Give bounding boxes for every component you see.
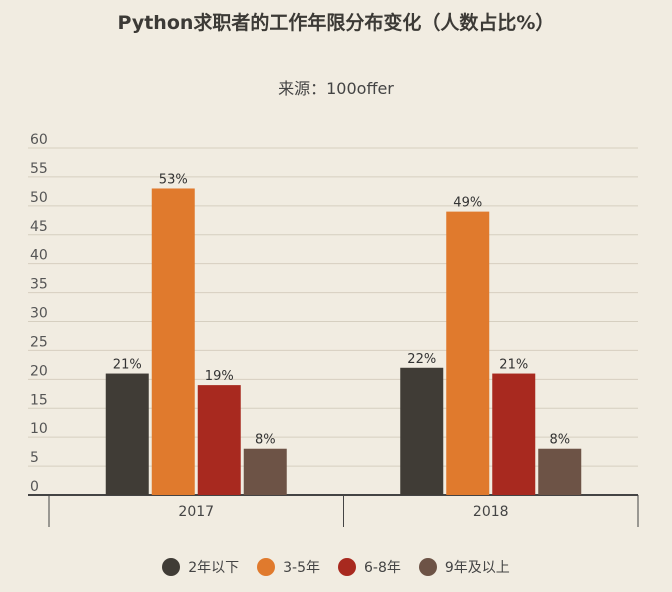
y-tick-label: 35 — [30, 277, 48, 293]
legend-label: 3-5年 — [283, 560, 320, 576]
legend-swatch — [418, 558, 437, 576]
y-tick-label: 10 — [30, 421, 48, 437]
x-tick-label: 2018 — [473, 504, 509, 520]
bar-2年以下-2017 — [105, 373, 149, 495]
data-label: 19% — [205, 369, 234, 384]
legend-item[interactable]: 9年及以上 — [418, 557, 510, 577]
legend-item[interactable]: 3-5年 — [257, 557, 320, 577]
y-tick-label: 60 — [30, 132, 48, 148]
y-tick-label: 40 — [30, 248, 48, 264]
data-label: 21% — [499, 358, 528, 373]
y-tick-label: 15 — [30, 392, 48, 408]
legend-label: 6-8年 — [364, 560, 401, 576]
data-label: 8% — [255, 433, 276, 448]
y-tick-label: 20 — [30, 363, 48, 379]
y-tick-label: 0 — [30, 479, 39, 495]
data-label: 49% — [453, 196, 482, 211]
data-label: 8% — [549, 433, 570, 448]
data-label: 22% — [407, 352, 436, 367]
y-tick-label: 5 — [30, 450, 39, 466]
legend-label: 2年以下 — [188, 560, 240, 576]
legend-item[interactable]: 6-8年 — [338, 557, 401, 577]
bar-6-8年-2018 — [492, 373, 536, 495]
legend: 2年以下 3-5年 6-8年 9年及以上 — [0, 557, 672, 577]
bar-2年以下-2018 — [400, 367, 444, 495]
y-tick-label: 25 — [30, 334, 48, 350]
y-tick-label: 50 — [30, 190, 48, 206]
legend-swatch — [257, 558, 276, 576]
y-tick-label: 30 — [30, 306, 48, 322]
legend-label: 9年及以上 — [444, 560, 510, 576]
bar-9年及以上-2017 — [243, 448, 287, 495]
data-label: 53% — [159, 172, 188, 187]
bar-3-5年-2018 — [446, 211, 490, 495]
legend-swatch — [162, 558, 181, 576]
legend-swatch — [338, 558, 356, 576]
y-tick-label: 55 — [30, 161, 48, 177]
bar-3-5年-2017 — [151, 188, 195, 495]
chart-title: Python求职者的工作年限分布变化（人数占比%） — [117, 12, 555, 34]
bar-6-8年-2017 — [197, 385, 241, 495]
bar-9年及以上-2018 — [538, 448, 582, 495]
data-label: 21% — [113, 358, 142, 373]
chart-subtitle: 来源：100offer — [278, 79, 394, 98]
legend-item[interactable]: 2年以下 — [162, 557, 239, 577]
y-tick-label: 45 — [30, 219, 48, 235]
x-tick-label: 2017 — [178, 504, 214, 520]
